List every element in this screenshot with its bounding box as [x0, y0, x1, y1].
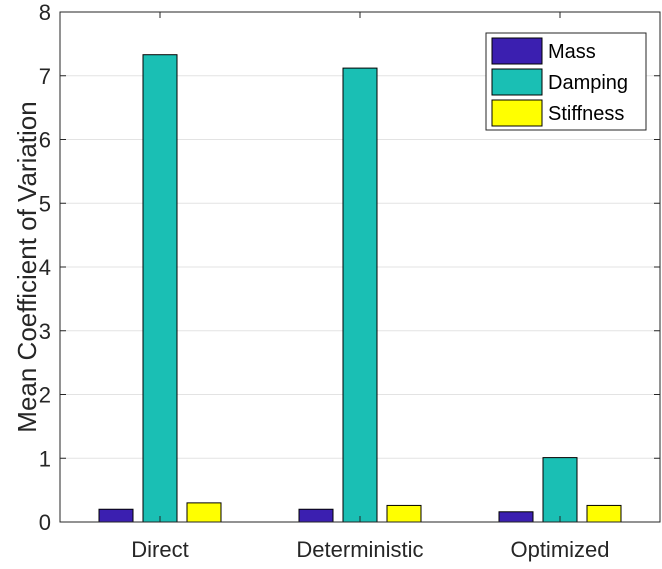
bar-mass-deterministic: [298, 508, 334, 523]
bar-mass-direct: [98, 508, 134, 523]
axis-ticks: 0 1 2 3 4 5 6 7 8 Direct Deterministic Optimized: [39, 0, 660, 562]
bar-stiffness-deterministic: [386, 504, 422, 523]
legend: Mass Damping Stiffness: [485, 32, 647, 131]
x-tick-label: Deterministic: [296, 537, 423, 562]
bar-damping-deterministic: [342, 67, 378, 523]
bar-stiffness-optimized: [586, 504, 622, 523]
bars: [98, 54, 622, 523]
bar-damping-direct: [142, 54, 178, 523]
legend-label-mass: Mass: [548, 41, 596, 63]
y-axis-label: Mean Coefficient of Variation: [12, 101, 42, 432]
x-tick-label: Optimized: [510, 537, 609, 562]
y-tick-label: 5: [39, 191, 51, 216]
y-tick-label: 8: [39, 0, 51, 25]
y-tick-label: 2: [39, 383, 51, 408]
legend-label-stiffness: Stiffness: [548, 103, 624, 125]
bar-damping-optimized: [542, 457, 578, 523]
legend-label-damping: Damping: [548, 72, 628, 94]
y-tick-label: 3: [39, 319, 51, 344]
y-tick-label: 0: [39, 510, 51, 535]
y-tick-label: 7: [39, 64, 51, 89]
legend-swatch-stiffness: [491, 99, 543, 127]
y-tick-label: 4: [39, 255, 51, 280]
legend-swatch-mass: [491, 37, 543, 65]
legend-swatch-damping: [491, 68, 543, 96]
y-tick-label: 6: [39, 128, 51, 153]
x-tick-label: Direct: [131, 537, 188, 562]
y-tick-label: 1: [39, 446, 51, 471]
bar-mass-optimized: [498, 511, 534, 523]
bar-stiffness-direct: [186, 502, 222, 523]
